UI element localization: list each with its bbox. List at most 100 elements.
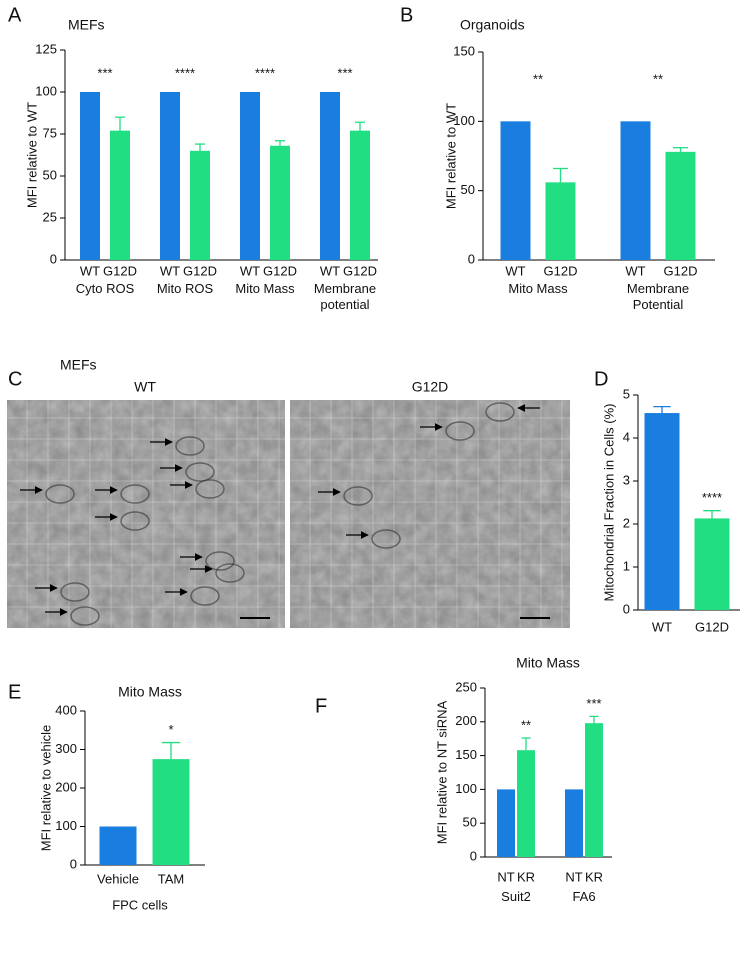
y-tick-label: 0: [50, 251, 57, 266]
bar: [585, 723, 603, 857]
panel-letter: A: [8, 4, 22, 26]
image-texture: [290, 400, 570, 628]
y-tick-label: 0: [70, 856, 77, 871]
x-tick-label: G12D: [103, 263, 137, 278]
y-tick-label: 4: [623, 429, 630, 444]
y-tick-label: 0: [468, 251, 475, 266]
chart-title: Mito Mass: [516, 655, 580, 671]
mitochondrion: [371, 529, 401, 549]
mitochondrion: [175, 436, 205, 456]
x-tick-label: G12D: [695, 619, 729, 634]
y-axis-label: MFI relative to WT: [24, 102, 39, 208]
y-tick-label: 200: [455, 713, 477, 728]
x-axis-label: FPC cells: [112, 897, 168, 912]
panel-letter: F: [315, 695, 327, 717]
image-texture: [7, 400, 285, 628]
x-tick-label: WT: [652, 619, 672, 634]
x-tick-label: WT: [80, 263, 100, 278]
y-tick-label: 250: [455, 679, 477, 694]
panel-letter: D: [594, 368, 608, 390]
bar: [240, 92, 260, 260]
y-tick-label: 50: [461, 182, 475, 197]
y-tick-label: 300: [55, 741, 77, 756]
x-tick-label: G12D: [664, 263, 698, 278]
group-label-box: Mito ROS: [156, 281, 214, 296]
group-label-box: Membrane potential: [313, 281, 377, 312]
group-label-box: FA6: [572, 889, 596, 904]
group-label-box: Membrane Potential: [626, 281, 690, 312]
y-tick-label: 75: [43, 125, 57, 140]
group-label-box: Suit2: [501, 889, 531, 904]
y-tick-label: 50: [43, 167, 57, 182]
group-label: Mito Mass: [508, 281, 568, 296]
y-axis-label: MFI relative to vehicle: [38, 725, 53, 851]
group-label-box: Mito Mass: [508, 281, 568, 296]
y-tick-label: 25: [43, 209, 57, 224]
x-tick-label: WT: [160, 263, 180, 278]
y-tick-label: 400: [55, 702, 77, 717]
bar: [99, 826, 137, 865]
y-tick-label: 200: [55, 779, 77, 794]
y-tick-label: 100: [35, 83, 57, 98]
x-tick-label: WT: [625, 263, 645, 278]
significance: **: [521, 717, 531, 732]
bar: [190, 150, 210, 260]
mitochondrion: [70, 606, 100, 626]
x-tick-label: Vehicle: [97, 871, 139, 886]
micrograph-title: MEFs: [60, 357, 97, 373]
y-tick-label: 3: [623, 472, 630, 487]
bar: [80, 92, 100, 260]
chart-title: Mito Mass: [118, 684, 182, 700]
y-tick-label: 125: [35, 41, 57, 56]
x-tick-label: G12D: [183, 263, 217, 278]
bar: [152, 759, 190, 865]
mitochondrion: [485, 402, 515, 422]
x-tick-label: WT: [505, 263, 525, 278]
x-tick-label: KR: [517, 869, 535, 884]
micrograph-image: [7, 400, 285, 628]
group-label: Mito Mass: [235, 281, 295, 296]
y-tick-label: 0: [470, 848, 477, 863]
x-tick-label: G12D: [343, 263, 377, 278]
group-label-box: Mito Mass: [235, 281, 295, 296]
group-label: Membrane Potential: [626, 281, 690, 312]
group-label: Membrane potential: [313, 281, 377, 312]
x-tick-label: NT: [497, 869, 514, 884]
y-tick-label: 100: [455, 781, 477, 796]
micrograph-label: WT: [134, 379, 156, 395]
y-axis-label: MFI relative to WT: [443, 103, 458, 209]
bar: [270, 145, 290, 260]
y-tick-label: 50: [463, 815, 477, 830]
x-tick-label: WT: [240, 263, 260, 278]
bar: [350, 130, 370, 260]
mitochondrion: [120, 511, 150, 531]
significance: **: [653, 71, 663, 86]
x-tick-label: TAM: [158, 871, 184, 886]
significance: **: [533, 71, 543, 86]
group-label: Suit2: [501, 889, 531, 904]
x-tick-label: NT: [565, 869, 582, 884]
panel-letter: B: [400, 4, 413, 26]
y-tick-label: 2: [623, 515, 630, 530]
panel-letter: E: [8, 681, 21, 703]
bar: [620, 121, 651, 260]
y-tick-label: 150: [455, 747, 477, 762]
bar: [320, 92, 340, 260]
significance: ***: [337, 65, 352, 80]
significance: *: [168, 722, 173, 737]
y-axis-label: Mitochondrial Fraction in Cells (%): [601, 404, 616, 602]
significance: ****: [702, 490, 722, 505]
bar: [160, 92, 180, 260]
group-label: FA6: [572, 889, 596, 904]
significance: ****: [255, 65, 275, 80]
y-tick-label: 100: [55, 818, 77, 833]
mitochondrion: [45, 484, 75, 504]
micrograph-image: [290, 400, 570, 628]
significance: ***: [586, 696, 601, 711]
mitochondrion: [445, 421, 475, 441]
bar: [565, 789, 583, 857]
group-label: Mito ROS: [156, 281, 214, 296]
bar: [500, 121, 531, 260]
